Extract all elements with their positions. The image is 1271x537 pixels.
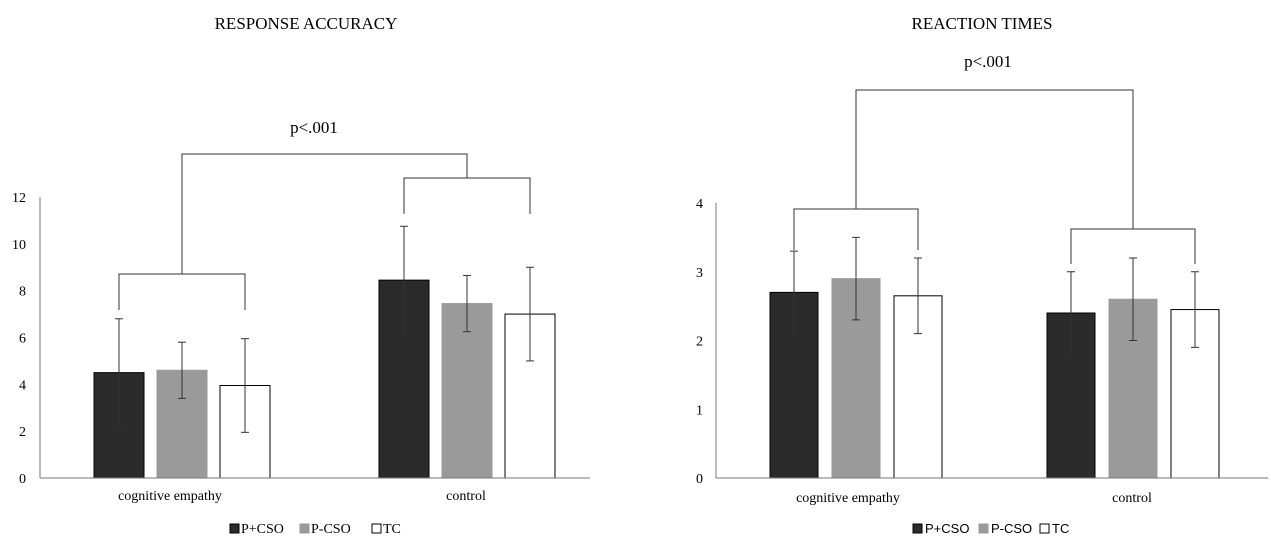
y-tick-label-4: 4 bbox=[19, 378, 26, 393]
legend-swatch-p-plus-cso bbox=[229, 523, 240, 534]
legend-swatch-tc bbox=[1039, 523, 1050, 534]
category-label-control: control bbox=[446, 489, 486, 504]
significance-brackets bbox=[793, 89, 1196, 264]
y-tick-label-0: 0 bbox=[696, 472, 703, 487]
bracket-between-conditions bbox=[181, 153, 468, 274]
error-bar-tc-cognitive-empathy bbox=[914, 257, 922, 335]
y-tick-label-10: 10 bbox=[12, 238, 26, 253]
legend-label-tc: TC bbox=[1052, 521, 1069, 536]
y-tick-label-2: 2 bbox=[19, 425, 26, 440]
chart-response-accuracy: RESPONSE ACCURACY p<.001 0 2 4 6 8 10 12 cogni… bbox=[12, 14, 590, 537]
chart-title: REACTION TIMES bbox=[912, 14, 1053, 33]
bars bbox=[769, 236, 1220, 479]
legend-swatch-tc bbox=[371, 523, 382, 534]
legend-swatch-p-plus-cso bbox=[912, 523, 923, 534]
error-bar-p-minus-cso-control bbox=[463, 274, 471, 333]
y-tick-label-12: 12 bbox=[12, 191, 26, 206]
y-tick-label-8: 8 bbox=[19, 285, 26, 300]
legend-label-p-plus-cso: P+CSO bbox=[241, 522, 284, 537]
y-tick-label-0: 0 bbox=[19, 472, 26, 487]
chart-title: RESPONSE ACCURACY bbox=[215, 14, 398, 33]
legend-label-tc: TC bbox=[383, 522, 401, 537]
axes bbox=[39, 197, 590, 479]
bracket-cognitive-empathy bbox=[118, 273, 246, 310]
significance-label: p<.001 bbox=[964, 52, 1012, 71]
y-axis-ticks: 0 1 2 3 4 bbox=[696, 197, 703, 487]
legend-label-p-minus-cso: P-CSO bbox=[991, 521, 1032, 536]
bars bbox=[93, 225, 556, 479]
bracket-control bbox=[403, 177, 531, 214]
error-bar-p-minus-plus-minus-cso-control bbox=[1067, 271, 1075, 355]
error-bar-p-minus-plus-minus-cso-control bbox=[400, 225, 408, 335]
y-tick-label-6: 6 bbox=[19, 332, 26, 347]
error-bar-tc-cognitive-empathy bbox=[241, 338, 249, 433]
legend: P+CSO P-CSO TC bbox=[229, 522, 401, 537]
significance-brackets bbox=[118, 153, 531, 310]
category-label-control: control bbox=[1112, 491, 1152, 506]
significance-label: p<.001 bbox=[290, 118, 338, 137]
error-bar-p-minus-cso-cognitive-empathy bbox=[852, 236, 860, 321]
legend-label-p-plus-cso: P+CSO bbox=[925, 521, 969, 536]
category-label-cognitive-empathy: cognitive empathy bbox=[118, 489, 222, 504]
y-tick-label-1: 1 bbox=[696, 403, 703, 418]
y-axis-ticks: 0 2 4 6 8 10 12 bbox=[12, 191, 26, 487]
error-bar-p-minus-cso-control bbox=[1129, 257, 1137, 341]
error-bar-tc-control bbox=[1191, 271, 1199, 348]
legend: P+CSO P-CSO TC bbox=[912, 521, 1069, 536]
chart-reaction-times: REACTION TIMES p<.001 0 1 2 3 4 cognitive em… bbox=[696, 14, 1268, 536]
legend-swatch-p-minus-cso bbox=[978, 523, 989, 534]
error-bar-p-minus-plus-minus-cso-cognitive-empathy bbox=[115, 318, 123, 427]
legend-swatch-p-minus-cso bbox=[299, 523, 310, 534]
error-bar-p-minus-plus-minus-cso-cognitive-empathy bbox=[790, 250, 798, 335]
bracket-between-conditions bbox=[855, 89, 1134, 229]
axes bbox=[715, 203, 1268, 479]
error-bar-p-minus-cso-cognitive-empathy bbox=[178, 341, 186, 399]
legend-label-p-minus-cso: P-CSO bbox=[311, 522, 351, 537]
y-tick-label-4: 4 bbox=[696, 197, 703, 212]
error-bar-tc-control bbox=[526, 266, 534, 362]
y-tick-label-2: 2 bbox=[696, 335, 703, 350]
y-tick-label-3: 3 bbox=[696, 266, 703, 281]
category-label-cognitive-empathy: cognitive empathy bbox=[796, 491, 900, 506]
